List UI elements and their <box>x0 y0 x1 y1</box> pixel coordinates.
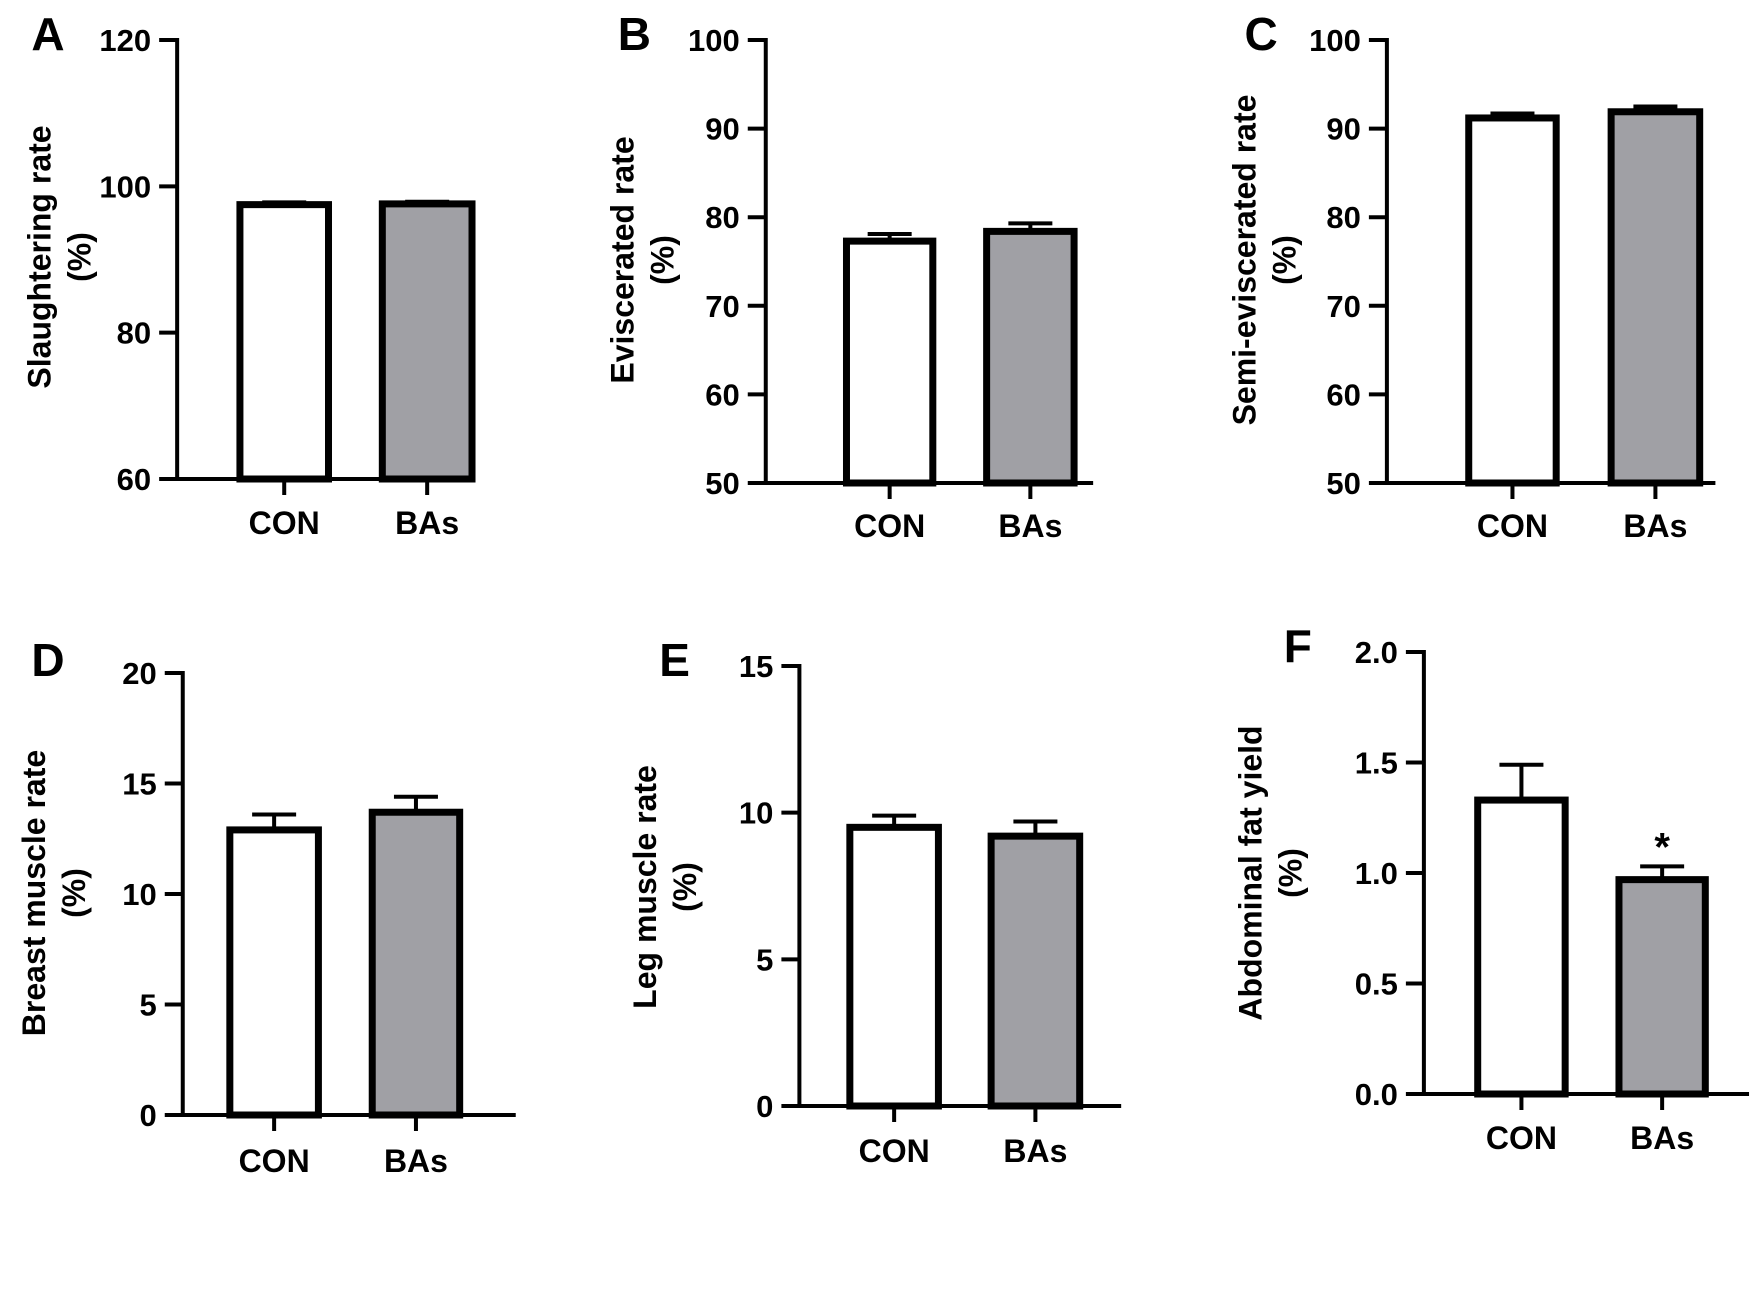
panel-letter: E <box>659 634 690 686</box>
y-axis-label-line: (%) <box>1272 848 1308 898</box>
y-axis-label-line: Abdominal fat yield <box>1232 725 1268 1020</box>
bar-bas <box>1607 108 1704 487</box>
y-axis-label-line: (%) <box>644 235 680 285</box>
panel-letter: F <box>1284 620 1312 672</box>
y-tick-label: 2.0 <box>1355 635 1398 670</box>
y-axis-label-line: (%) <box>61 232 97 282</box>
y-tick-label: 80 <box>1326 200 1360 235</box>
y-axis-label-line: Leg muscle rate <box>627 765 663 1009</box>
panel-letter: A <box>31 8 64 60</box>
bar-bas <box>368 808 464 1119</box>
y-tick-label: 60 <box>705 377 739 412</box>
bar-con <box>226 826 322 1119</box>
y-tick-label: 15 <box>739 649 773 684</box>
y-tick-label: 120 <box>99 23 151 58</box>
bar-con <box>1465 114 1560 487</box>
y-axis-label: Eviscerated rate (%) <box>604 136 680 383</box>
bar-bas <box>1615 876 1709 1098</box>
y-tick-label: 90 <box>705 112 739 147</box>
y-tick-label: 15 <box>122 767 156 802</box>
y-axis-label: Slaughtering rate (%) <box>21 125 97 388</box>
significance-marker: * <box>1654 825 1670 869</box>
y-axis-label-line: Semi-eviscerated rate <box>1227 95 1263 426</box>
y-axis-label-line: Breast muscle rate <box>16 750 52 1036</box>
y-tick-label: 20 <box>122 656 156 691</box>
bar-bas <box>378 200 476 483</box>
y-tick-label: 10 <box>739 796 773 831</box>
y-tick-label: 5 <box>756 942 773 977</box>
x-tick-label: BAs <box>1630 1120 1694 1156</box>
bar-bas <box>983 227 1078 487</box>
y-tick-label: 100 <box>1309 23 1361 58</box>
x-tick-label: BAs <box>1623 508 1687 544</box>
y-axis-label: Abdominal fat yield (%) <box>1232 725 1308 1020</box>
panel-d: D 0 5 10 15 20 Breast muscle rate (%) CON BAs <box>16 634 516 1179</box>
bar-con <box>842 237 937 487</box>
panel-f: F 0.0 0.5 1.0 1.5 2.0 Abdominal fat yield (%) CO… <box>1232 620 1750 1156</box>
y-axis-label-line: (%) <box>1267 235 1303 285</box>
x-tick-label: CON <box>239 1143 310 1179</box>
panel-a: A 60 80 100 120 Slaughtering rate (%) CON BAs <box>21 8 476 541</box>
panel-b: B 50 60 70 80 90 100 Eviscerated rate (%) CON BAs <box>604 8 1094 544</box>
x-tick-label: CON <box>854 508 925 544</box>
y-tick-label: 1.0 <box>1355 856 1398 891</box>
y-tick-label: 100 <box>688 23 740 58</box>
y-axis-label-line: Eviscerated rate <box>604 136 640 383</box>
y-tick-label: 1.5 <box>1355 746 1398 781</box>
bar-con <box>1474 796 1569 1098</box>
y-tick-label: 5 <box>140 988 157 1023</box>
x-tick-label: CON <box>249 505 320 541</box>
y-axis-label-line: (%) <box>56 868 92 918</box>
y-axis-label: Breast muscle rate (%) <box>16 750 92 1036</box>
y-tick-label: 70 <box>1326 289 1360 324</box>
y-tick-label: 50 <box>705 466 739 501</box>
y-tick-label: 0 <box>140 1098 157 1133</box>
y-tick-label: 0.0 <box>1355 1077 1398 1112</box>
y-tick-label: 100 <box>99 169 151 204</box>
x-tick-label: CON <box>1477 508 1548 544</box>
y-axis-label: Leg muscle rate (%) <box>627 765 703 1009</box>
x-tick-label: CON <box>859 1133 930 1169</box>
y-tick-label: 90 <box>1326 112 1360 147</box>
y-tick-label: 0 <box>756 1089 773 1124</box>
panel-letter: D <box>31 634 64 686</box>
y-tick-label: 80 <box>705 200 739 235</box>
bar-con <box>846 823 942 1110</box>
y-tick-label: 60 <box>117 462 151 497</box>
y-tick-label: 50 <box>1326 466 1360 501</box>
y-axis-label: Semi-eviscerated rate (%) <box>1227 95 1303 426</box>
bar-con <box>236 201 333 483</box>
x-tick-label: CON <box>1486 1120 1557 1156</box>
y-tick-label: 60 <box>1326 377 1360 412</box>
panel-letter: B <box>618 8 651 60</box>
x-tick-label: BAs <box>1003 1133 1067 1169</box>
bar-bas <box>987 832 1084 1110</box>
y-tick-label: 70 <box>705 289 739 324</box>
x-tick-label: BAs <box>998 508 1062 544</box>
panel-e: E 0 5 10 15 Leg muscle rate (%) CON BAs <box>627 634 1122 1169</box>
y-axis-label-line: (%) <box>667 862 703 912</box>
y-tick-label: 10 <box>122 877 156 912</box>
x-tick-label: BAs <box>395 505 459 541</box>
y-tick-label: 80 <box>117 316 151 351</box>
panel-c: C 50 60 70 80 90 100 Semi-eviscerated rate (%) CO… <box>1227 8 1716 544</box>
y-tick-label: 0.5 <box>1355 967 1398 1002</box>
y-axis-label-line: Slaughtering rate <box>21 125 57 388</box>
x-tick-label: BAs <box>384 1143 448 1179</box>
panel-letter: C <box>1245 8 1278 60</box>
